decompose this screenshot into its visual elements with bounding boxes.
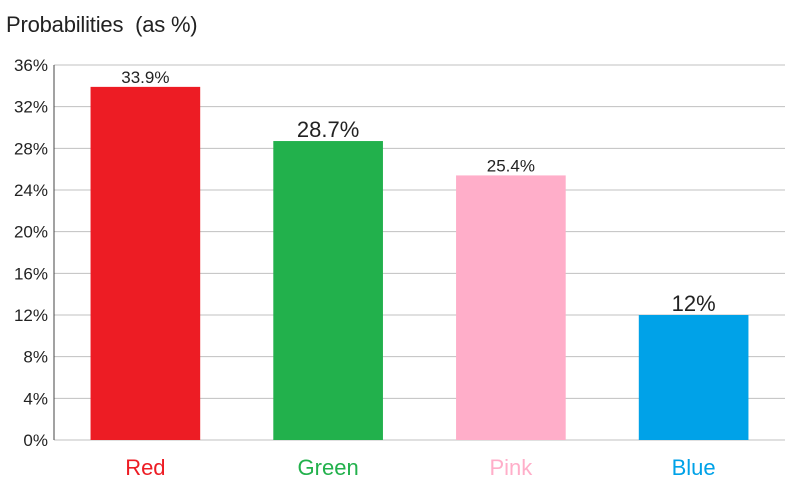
value-label-green: 28.7% bbox=[297, 117, 359, 142]
bar-pink bbox=[456, 175, 566, 440]
bar-red bbox=[90, 86, 201, 440]
y-tick-label: 32% bbox=[14, 98, 48, 117]
y-tick-label: 16% bbox=[14, 264, 48, 283]
y-tick-label: 0% bbox=[23, 431, 48, 450]
chart-title: Probabilities (as %) bbox=[6, 12, 198, 37]
value-label-blue: 12% bbox=[672, 291, 716, 316]
x-axis-category-labels: Red Green Pink Blue bbox=[125, 455, 715, 480]
category-label-pink: Pink bbox=[489, 455, 533, 480]
category-label-red: Red bbox=[125, 455, 165, 480]
value-labels: 33.9% 28.7% 25.4% 12% bbox=[121, 68, 715, 316]
y-tick-label: 20% bbox=[14, 223, 48, 242]
value-label-pink: 25.4% bbox=[487, 156, 535, 175]
bar-blue bbox=[638, 315, 749, 440]
bars bbox=[90, 86, 749, 440]
y-tick-label: 4% bbox=[23, 389, 48, 408]
y-tick-label: 36% bbox=[14, 56, 48, 75]
y-tick-label: 28% bbox=[14, 139, 48, 158]
y-tick-label: 8% bbox=[23, 348, 48, 367]
y-axis-tick-labels: 0% 4% 8% 12% 16% 20% 24% 28% 32% 36% bbox=[14, 56, 48, 450]
category-label-green: Green bbox=[298, 455, 359, 480]
y-tick-label: 24% bbox=[14, 181, 48, 200]
y-tick-label: 12% bbox=[14, 306, 48, 325]
value-label-red: 33.9% bbox=[121, 68, 169, 87]
bar-green bbox=[273, 141, 383, 440]
category-label-blue: Blue bbox=[672, 455, 716, 480]
